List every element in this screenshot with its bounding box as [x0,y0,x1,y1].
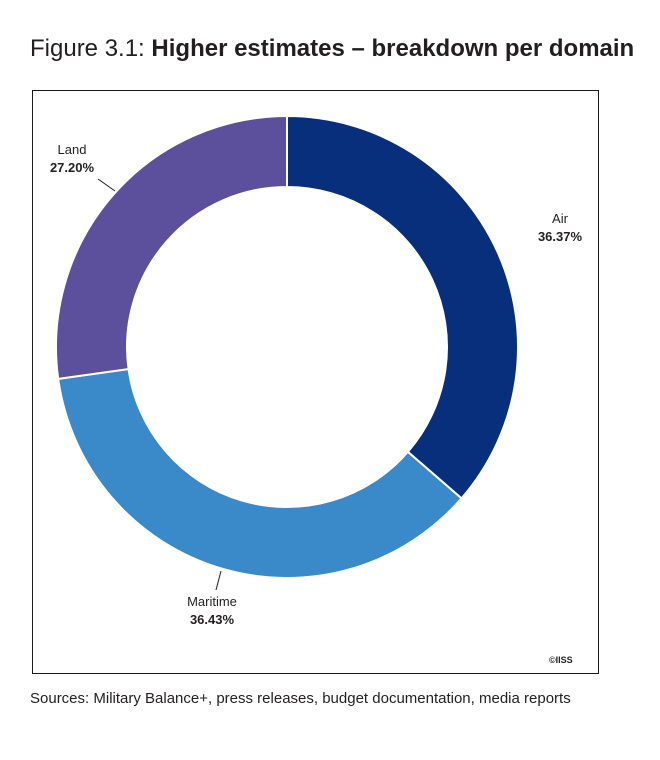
figure-title: Figure 3.1: Higher estimates – breakdown… [30,34,634,64]
slice-labels: Air 36.37% Maritime 36.43% Land 27.20% [50,142,583,627]
slice-leader-lines [97,178,222,591]
slice-air [286,114,519,500]
slice-label-value-maritime: 36.43% [190,612,235,627]
source-note: Sources: Military Balance+, press releas… [30,690,571,707]
slice-label-name-air: Air [552,211,569,226]
slice-label-value-land: 27.20% [50,160,95,175]
donut-slices [55,114,519,579]
slice-label-name-maritime: Maritime [187,594,237,609]
figure-title-text: Higher estimates – breakdown per domain [151,35,635,62]
slice-label-value-air: 36.37% [538,229,583,244]
slice-land [55,114,288,380]
leader-line-land [97,178,116,192]
slice-maritime [57,367,463,579]
slice-label-name-land: Land [58,142,87,157]
leader-line-maritime [215,570,222,591]
donut-chart: Air 36.37% Maritime 36.43% Land 27.20% [50,114,583,627]
copyright-mark: ©IISS [549,655,573,665]
figure-number: Figure 3.1: [30,35,152,62]
chart-frame [32,90,599,674]
